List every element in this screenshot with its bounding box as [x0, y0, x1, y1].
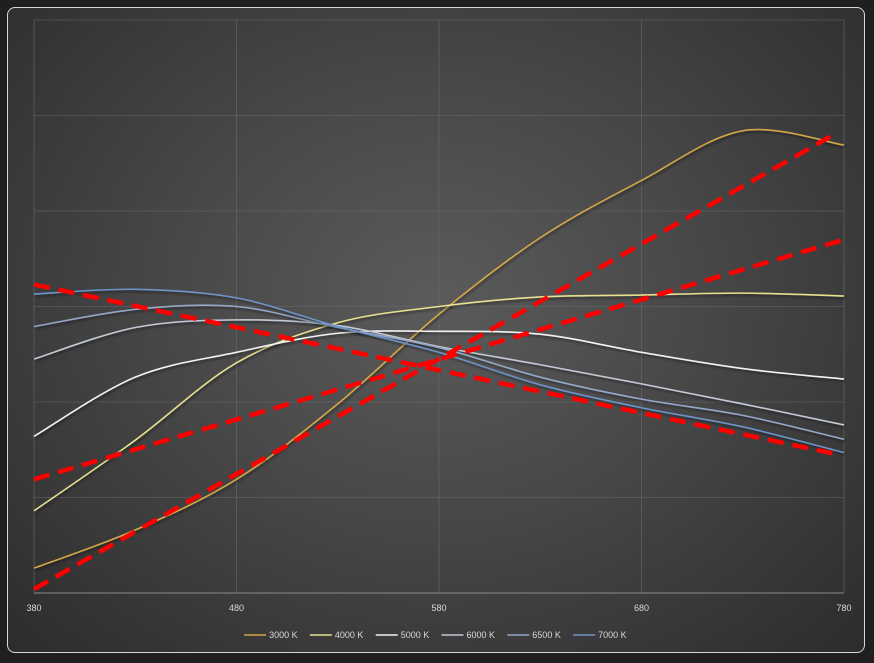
legend-label: 6500 K [532, 630, 561, 640]
series-line-5000-k [33, 330, 845, 438]
x-axis: 380 480 580 680 780 [26, 603, 851, 613]
legend-label: 6000 K [467, 630, 496, 640]
series-line-3000-k [33, 128, 845, 569]
legend-label: 3000 K [269, 630, 298, 640]
x-tick-label: 680 [634, 603, 649, 613]
overlay-trend-lines [32, 132, 845, 592]
x-tick-label: 780 [836, 603, 851, 613]
legend-label: 7000 K [598, 630, 627, 640]
series-line-4000-k [33, 292, 845, 512]
red-dashed-trend-line-3 [33, 282, 835, 456]
series-line-6000-k [33, 319, 845, 426]
series-line-6500-k [33, 304, 845, 441]
x-tick-label: 380 [26, 603, 41, 613]
legend-label: 5000 K [401, 630, 430, 640]
x-tick-label: 480 [229, 603, 244, 613]
red-dashed-trend-line-1 [32, 132, 835, 592]
chart-frame [7, 7, 865, 653]
x-tick-label: 580 [431, 603, 446, 613]
plot-area: 380 480 580 680 780 [26, 19, 852, 613]
red-dashed-trend-line-2 [33, 237, 845, 482]
series-lines [33, 128, 845, 569]
series-line-7000-k [33, 288, 845, 454]
legend: 3000 K 4000 K 5000 K 6000 K 6500 K 7000 K [244, 630, 627, 640]
legend-label: 4000 K [335, 630, 364, 640]
